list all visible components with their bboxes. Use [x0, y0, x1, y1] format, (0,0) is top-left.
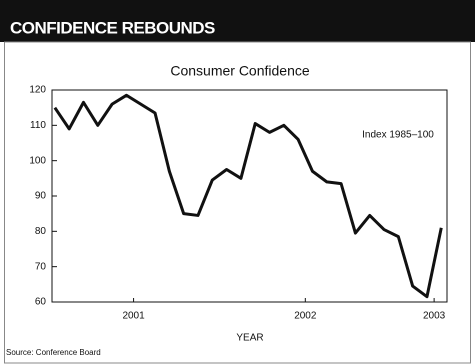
header-bar [0, 0, 475, 42]
x-axis-label: YEAR [236, 333, 263, 344]
y-tick-label: 60 [35, 297, 47, 308]
header-title: CONFIDENCE REBOUNDS [10, 18, 215, 37]
chart-title: Consumer Confidence [170, 63, 310, 79]
line [53, 93, 443, 299]
y-tick-label: 100 [29, 155, 46, 166]
annotation: Index 1985–100 [362, 130, 434, 141]
y-tick-label: 80 [35, 226, 47, 237]
y-tick-label: 120 [29, 85, 46, 96]
source: Source: Conference Board [6, 348, 101, 357]
x-tick-label: 2003 [423, 311, 446, 322]
x-tick-label: 2001 [122, 311, 145, 322]
y-tick-label: 90 [35, 191, 47, 202]
frame [4, 41, 471, 364]
y-tick-label: 70 [35, 261, 47, 272]
x-tick-label: 2002 [294, 311, 317, 322]
plot-area [51, 89, 448, 303]
y-tick-label: 110 [30, 120, 46, 131]
